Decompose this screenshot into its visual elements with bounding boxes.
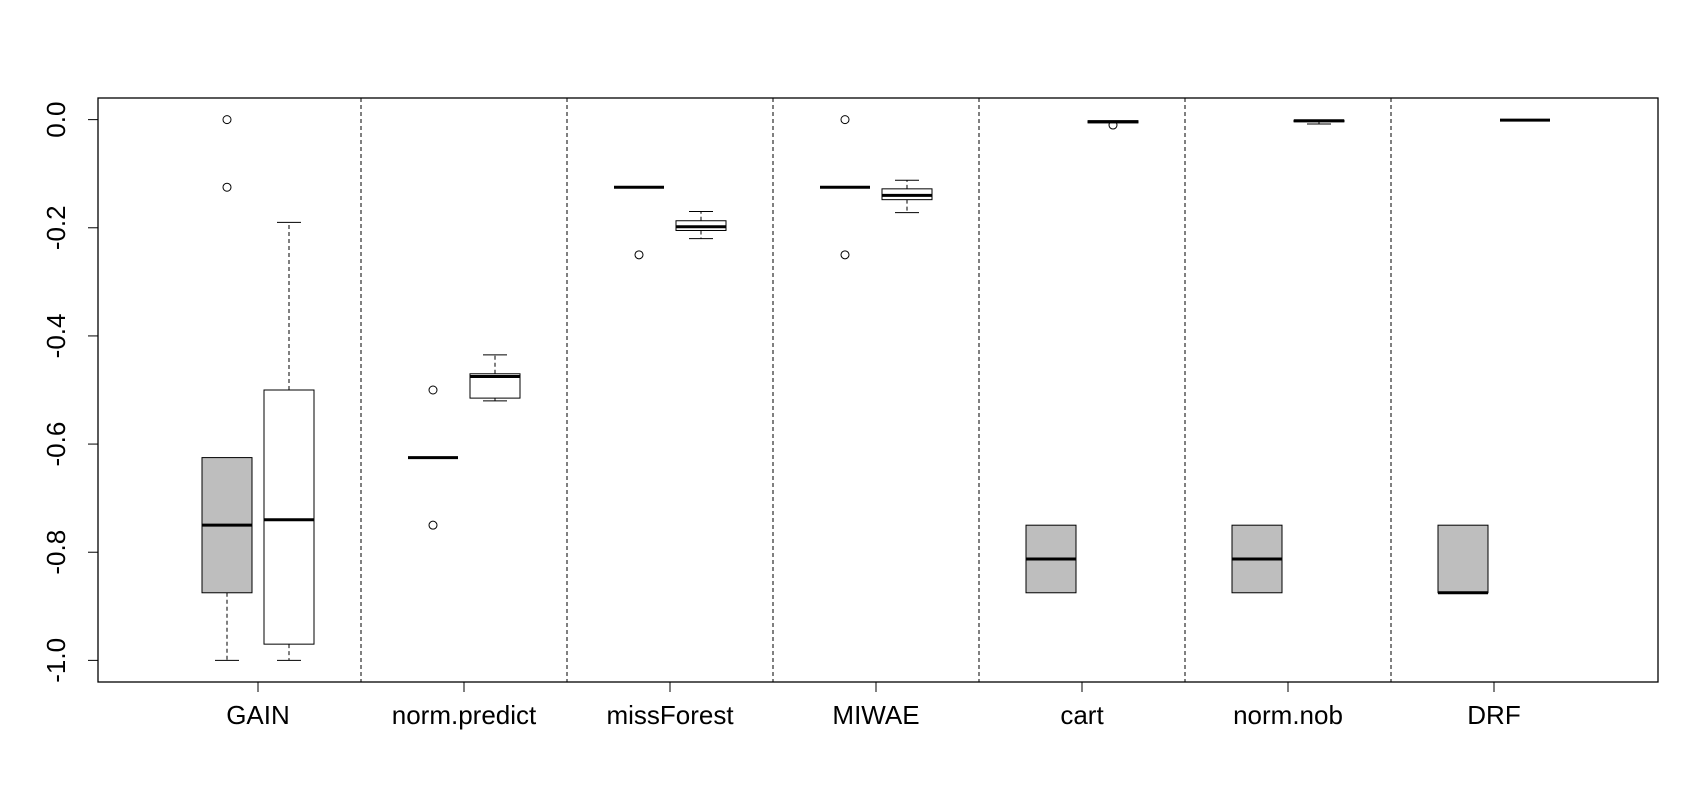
y-tick-label: -0.6 (41, 422, 71, 467)
group-norm.nob (1231, 119, 1345, 594)
box-gray (614, 185, 664, 260)
group-MIWAE (820, 115, 933, 260)
box-gray (1437, 524, 1489, 595)
box-white (469, 354, 521, 402)
y-tick-label: -0.2 (41, 205, 71, 250)
outlier-point (840, 115, 850, 125)
y-tick-label: -1.0 (41, 638, 71, 683)
box-white (1087, 120, 1139, 130)
outlier-point (222, 182, 232, 192)
box-white (675, 211, 727, 240)
group-missForest (614, 185, 727, 260)
outlier-point (428, 385, 438, 395)
box-white (881, 179, 933, 214)
box-gray (1231, 524, 1283, 594)
group-DRF (1437, 118, 1550, 595)
group-GAIN (201, 115, 315, 661)
outlier-point (634, 250, 644, 260)
group-cart (1025, 120, 1139, 594)
box-white (263, 221, 315, 661)
box-white (1293, 119, 1345, 125)
y-tick-label: -0.4 (41, 314, 71, 359)
x-tick-label: cart (1060, 700, 1104, 730)
x-tick-label: norm.predict (392, 700, 537, 730)
boxplot-groups (201, 115, 1550, 661)
x-tick-label: GAIN (226, 700, 290, 730)
plot-frame (97, 97, 1659, 683)
axes: 0.0 -0.2 -0.4 -0.6 -0.8 -1.0 GAIN norm.predict m… (41, 102, 1521, 730)
box-body (263, 389, 315, 645)
box-body (1437, 524, 1489, 594)
x-tick-label: DRF (1467, 700, 1520, 730)
x-tick-label: missForest (606, 700, 734, 730)
box-gray (820, 115, 870, 260)
y-tick-label: 0.0 (41, 102, 71, 138)
outlier-point (428, 520, 438, 530)
outlier-point (1108, 120, 1118, 130)
y-tick-label: -0.8 (41, 530, 71, 575)
group-norm.predict (408, 354, 521, 530)
box-gray (201, 115, 253, 661)
outlier-point (222, 115, 232, 125)
x-tick-label: MIWAE (832, 700, 919, 730)
outlier-point (840, 250, 850, 260)
x-tick-label: norm.nob (1233, 700, 1343, 730)
group-separators (360, 98, 1392, 682)
box-gray (408, 385, 458, 530)
box-gray (1025, 524, 1077, 594)
